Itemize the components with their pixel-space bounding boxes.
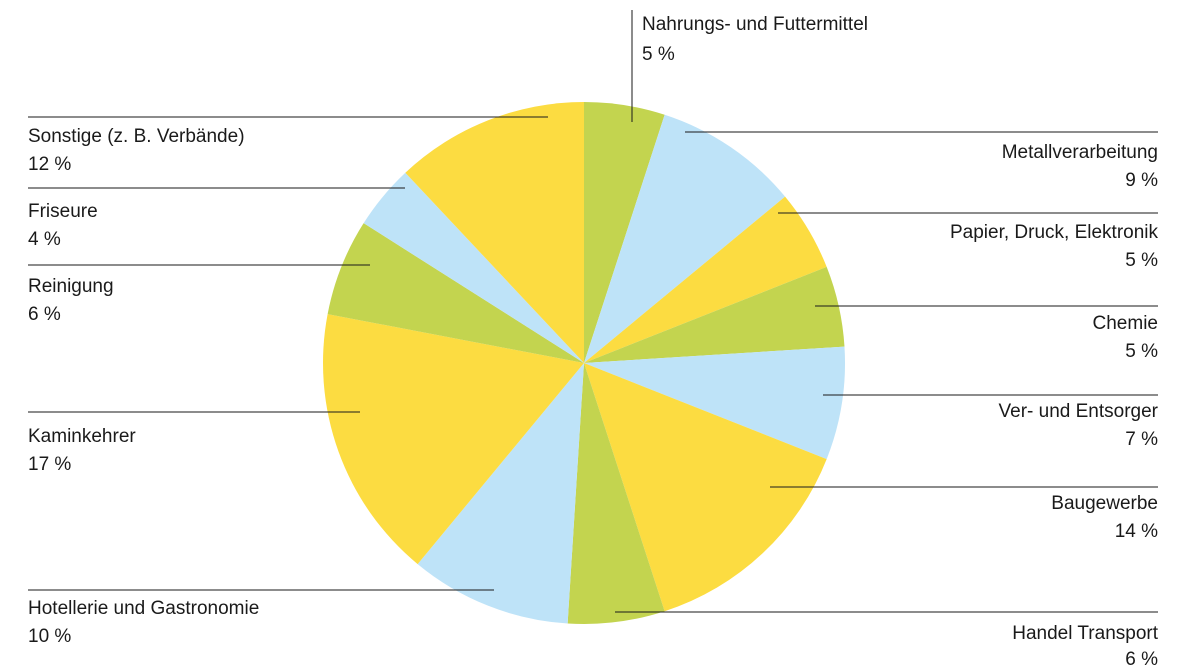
value-label: 6 % — [28, 304, 61, 325]
pie-slice — [405, 101, 584, 363]
value-label: 10 % — [28, 626, 71, 647]
slice-label: Metallverarbeitung — [1002, 142, 1158, 163]
pie-slice — [363, 172, 584, 363]
value-label: 5 % — [1125, 341, 1158, 362]
slice-label: Ver- und Entsorger — [999, 401, 1159, 422]
slice-label: Friseure — [28, 201, 98, 222]
value-label: 9 % — [1125, 170, 1158, 191]
slice-label: Reinigung — [28, 276, 114, 297]
value-label: 12 % — [28, 154, 71, 175]
value-label: 14 % — [1115, 521, 1158, 542]
pie-slice — [584, 196, 827, 363]
slice-label: Kaminkehrer — [28, 426, 136, 447]
pie-slice — [584, 102, 665, 363]
slice-label: Papier, Druck, Elektronik — [950, 222, 1159, 243]
slice-label: Hotellerie und Gastronomie — [28, 598, 259, 619]
slice-label: Nahrungs- und Futtermittel — [642, 14, 868, 35]
value-label: 7 % — [1125, 429, 1158, 450]
pie-slice — [417, 363, 584, 624]
pie-slice — [584, 363, 827, 612]
slice-label: Handel Transport — [1012, 623, 1158, 644]
pie-slice — [584, 346, 845, 460]
value-label: 17 % — [28, 454, 71, 475]
pie-slice — [584, 266, 845, 363]
value-label: 5 % — [642, 44, 675, 65]
slice-label: Chemie — [1093, 313, 1158, 334]
slice-label: Baugewerbe — [1051, 493, 1158, 514]
pie-slice — [323, 314, 584, 565]
pie-slice — [584, 114, 786, 363]
pie-slice — [327, 223, 584, 363]
pie-slice — [567, 363, 665, 624]
value-label: 4 % — [28, 229, 61, 250]
value-label: 5 % — [1125, 250, 1158, 271]
slice-label: Sonstige (z. B. Verbände) — [28, 126, 245, 147]
value-label: 6 % — [1125, 649, 1158, 668]
